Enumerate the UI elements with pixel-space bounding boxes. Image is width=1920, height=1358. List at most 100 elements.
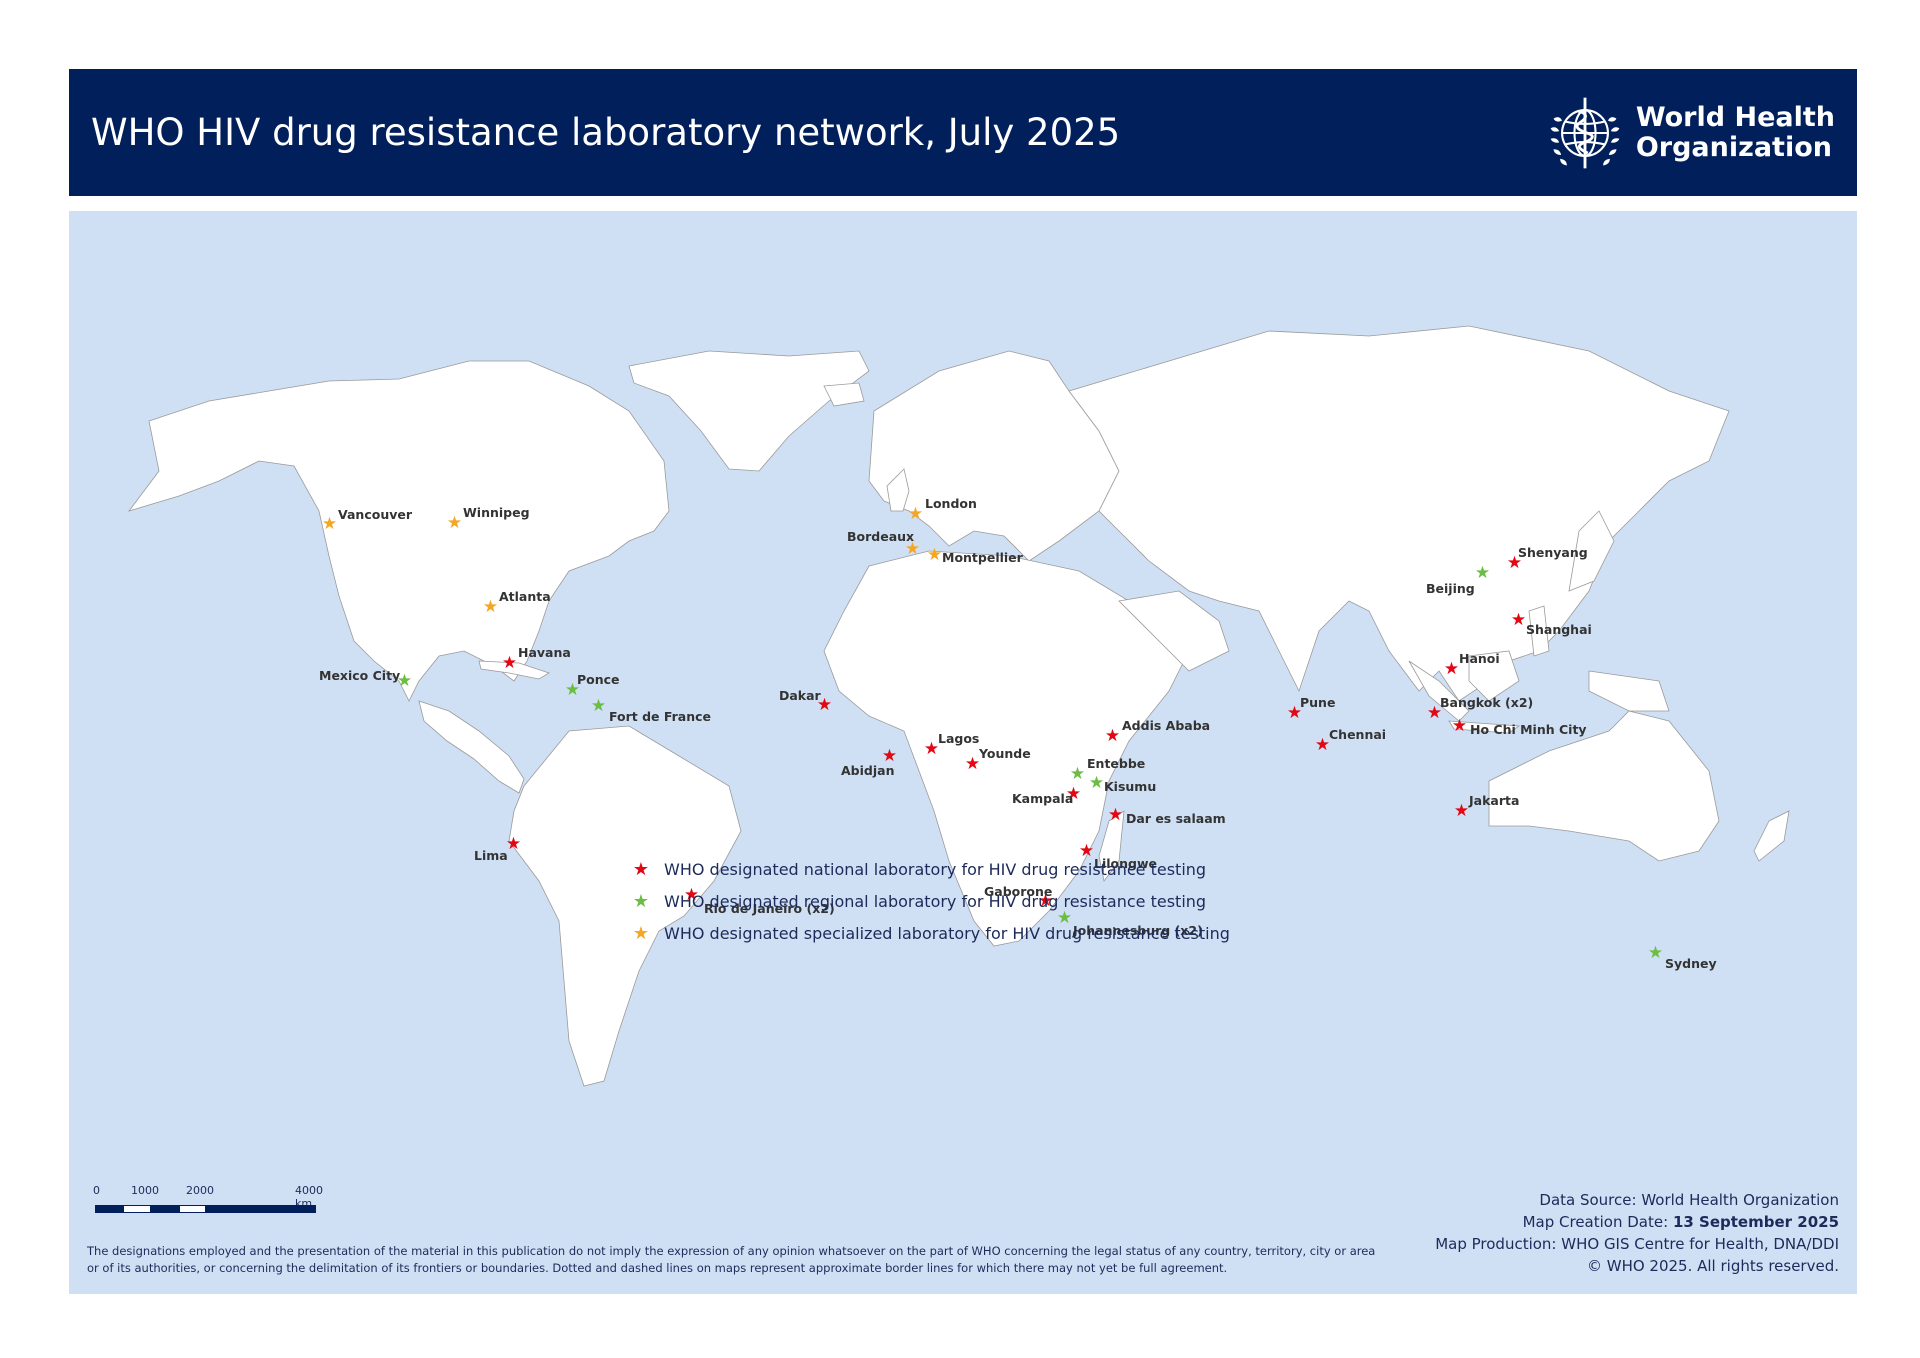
city-label-atlanta: Atlanta	[499, 589, 551, 604]
page-title: WHO HIV drug resistance laboratory netwo…	[91, 111, 1121, 154]
city-label-jakarta: Jakarta	[1469, 793, 1520, 808]
lab-marker-fort-de-france[interactable]: ★	[590, 696, 607, 715]
lab-marker-rio-de-janeiro-x2[interactable]: ★	[683, 885, 700, 904]
cuba	[478, 660, 550, 680]
city-label-mexico-city: Mexico City	[319, 668, 401, 683]
who-logo: World Health Organization	[1542, 90, 1835, 176]
header-bar: WHO HIV drug resistance laboratory netwo…	[69, 69, 1857, 196]
lab-marker-beijing[interactable]: ★	[1474, 563, 1491, 582]
legend-label-regional: WHO designated regional laboratory for H…	[664, 891, 1207, 911]
central-america	[418, 700, 525, 794]
lab-marker-kisumu[interactable]: ★	[1088, 773, 1105, 792]
city-label-entebbe: Entebbe	[1087, 756, 1146, 771]
city-label-bordeaux: Bordeaux	[847, 529, 915, 544]
city-label-bangkok-x2: Bangkok (x2)	[1440, 695, 1534, 710]
city-label-fort-de-france: Fort de France	[609, 709, 712, 724]
lab-marker-lima[interactable]: ★	[505, 834, 522, 853]
lab-marker-bangkok-x2[interactable]: ★	[1426, 703, 1443, 722]
city-label-chennai: Chennai	[1329, 727, 1387, 742]
lab-marker-hanoi[interactable]: ★	[1443, 659, 1460, 678]
legend-label-specialized: WHO designated specialized laboratory fo…	[664, 923, 1230, 943]
city-label-sydney: Sydney	[1665, 956, 1717, 971]
world-landmass	[127, 325, 1790, 1087]
city-label-kisumu: Kisumu	[1104, 779, 1157, 794]
lab-marker-winnipeg[interactable]: ★	[446, 513, 463, 532]
lab-marker-kampala[interactable]: ★	[1065, 784, 1082, 803]
legend-item-specialized: ★ WHO designated specialized laboratory …	[630, 917, 1230, 949]
city-label-lilongwe: Lilongwe	[1094, 856, 1157, 871]
legend-item-national: ★ WHO designated national laboratory for…	[630, 853, 1230, 885]
city-label-younde: Younde	[979, 746, 1031, 761]
lab-marker-sydney[interactable]: ★	[1647, 943, 1664, 962]
iceland	[823, 382, 865, 407]
city-label-beijing: Beijing	[1426, 581, 1475, 596]
city-label-addis-ababa: Addis Ababa	[1122, 718, 1211, 733]
city-label-winnipeg: Winnipeg	[463, 505, 530, 520]
lab-marker-havana[interactable]: ★	[501, 653, 518, 672]
lab-marker-vancouver[interactable]: ★	[321, 514, 338, 533]
city-label-gaborone: Gaborone	[984, 884, 1053, 899]
city-label-ponce: Ponce	[577, 672, 620, 687]
lab-marker-shenyang[interactable]: ★	[1506, 553, 1523, 572]
madagascar	[1098, 810, 1125, 882]
lab-marker-chennai[interactable]: ★	[1314, 735, 1331, 754]
legend-item-regional: ★ WHO designated regional laboratory for…	[630, 885, 1230, 917]
who-emblem-icon	[1550, 97, 1620, 169]
city-label-rio-de-janeiro-x2: Rio de Janeiro (x2)	[704, 901, 835, 916]
city-label-abidjan: Abidjan	[841, 763, 895, 778]
logo-line-2: Organization	[1635, 132, 1832, 163]
city-label-lima: Lima	[474, 848, 508, 863]
city-label-lagos: Lagos	[938, 731, 980, 746]
lab-marker-dakar[interactable]: ★	[816, 695, 833, 714]
lab-marker-shanghai[interactable]: ★	[1510, 610, 1527, 629]
java	[1448, 720, 1521, 734]
red-star-icon: ★	[632, 858, 650, 879]
japan	[1568, 510, 1615, 592]
city-label-vancouver: Vancouver	[338, 507, 413, 522]
lab-marker-addis-ababa[interactable]: ★	[1104, 726, 1121, 745]
city-label-montpellier: Montpellier	[942, 550, 1023, 565]
city-label-johannesburg-x2: Johannesburg (x2)	[1073, 923, 1203, 938]
lab-marker-lilongwe[interactable]: ★	[1078, 841, 1095, 860]
lab-marker-pune[interactable]: ★	[1286, 703, 1303, 722]
city-label-dar-es-salaam: Dar es salaam	[1126, 811, 1226, 826]
city-label-shenyang: Shenyang	[1518, 545, 1588, 560]
borneo	[1468, 650, 1520, 702]
uk	[886, 468, 910, 512]
lab-marker-montpellier[interactable]: ★	[926, 545, 943, 564]
lab-marker-ponce[interactable]: ★	[564, 680, 581, 699]
city-label-hanoi: Hanoi	[1459, 651, 1500, 666]
world-map[interactable]: ★ Vancouver ★ Winnipeg ★ Atlanta ★ Havana ★ Mexic…	[69, 211, 1857, 1294]
lab-marker-bordeaux[interactable]: ★	[904, 539, 921, 558]
city-label-dakar: Dakar	[779, 688, 821, 703]
city-label-havana: Havana	[518, 645, 571, 660]
lab-marker-dar-es-salaam[interactable]: ★	[1107, 805, 1124, 824]
new-guinea	[1588, 670, 1670, 712]
lab-marker-london[interactable]: ★	[907, 504, 924, 523]
map-legend: ★ WHO designated national laboratory for…	[630, 853, 1230, 949]
lab-marker-abidjan[interactable]: ★	[881, 746, 898, 765]
lab-marker-johannesburg-x2[interactable]: ★	[1056, 908, 1073, 927]
south-america	[508, 725, 742, 1087]
logo-line-1: World Health	[1635, 102, 1835, 133]
lab-marker-jakarta[interactable]: ★	[1453, 801, 1470, 820]
city-label-kampala: Kampala	[1012, 791, 1074, 806]
philippines	[1528, 605, 1550, 657]
green-star-icon: ★	[632, 890, 650, 911]
lab-marker-gaborone[interactable]: ★	[1037, 891, 1054, 910]
lab-marker-mexico-city[interactable]: ★	[396, 671, 413, 690]
arabia	[1118, 590, 1230, 672]
legend-label-national: WHO designated national laboratory for H…	[664, 859, 1207, 879]
orange-star-icon: ★	[632, 922, 650, 943]
north-america	[127, 360, 670, 702]
lab-marker-ho-chi-minh-city[interactable]: ★	[1451, 716, 1468, 735]
lab-marker-younde[interactable]: ★	[964, 754, 981, 773]
lab-marker-lagos[interactable]: ★	[923, 739, 940, 758]
indonesia-west	[1408, 660, 1470, 722]
new-zealand	[1753, 810, 1790, 862]
lab-marker-atlanta[interactable]: ★	[482, 597, 499, 616]
city-label-london: London	[925, 496, 977, 511]
lab-marker-entebbe[interactable]: ★	[1069, 764, 1086, 783]
australia	[1488, 710, 1720, 862]
city-label-ho-chi-minh-city: Ho Chi Minh City	[1470, 722, 1587, 737]
